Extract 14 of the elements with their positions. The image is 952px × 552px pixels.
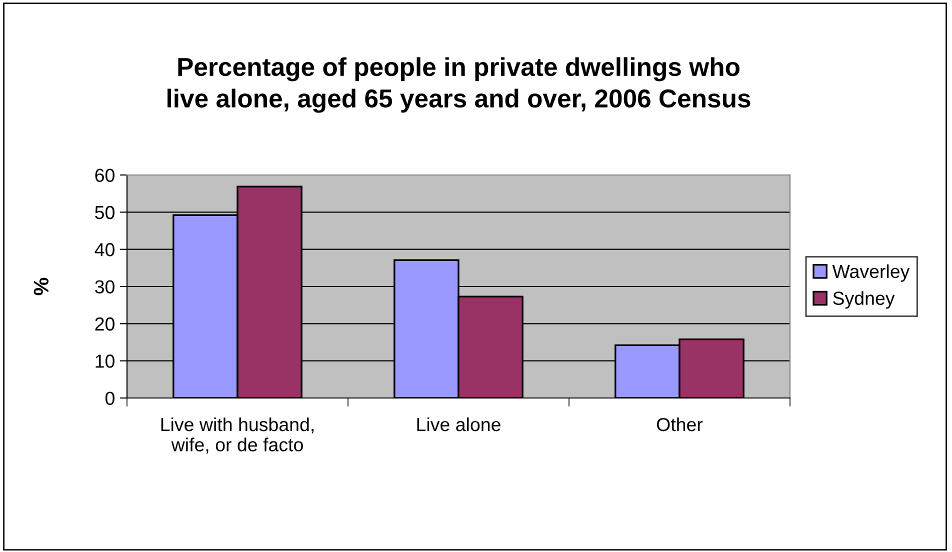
y-tick-label: 40 bbox=[94, 243, 114, 256]
y-tick-label: 50 bbox=[95, 206, 114, 220]
legend-label: Waverley bbox=[832, 264, 910, 282]
y-tick-label: 0 bbox=[106, 392, 114, 405]
y-tick-label: 20 bbox=[95, 317, 114, 331]
chart-title: Percentage of people in private dwellings who live alone, aged 65 years and over, 2006 Census bbox=[168, 57, 750, 113]
x-tick-label: Live alone bbox=[417, 417, 500, 432]
y-tick-label: 30 bbox=[95, 280, 114, 294]
legend-label: Sydney bbox=[833, 291, 895, 309]
y-tick-label: 10 bbox=[96, 354, 114, 368]
x-tick-label: Other bbox=[656, 417, 703, 432]
y-tick-label: 60 bbox=[95, 168, 114, 182]
x-tick-label: Live with husband, wife, or de facto bbox=[161, 417, 314, 454]
y-axis-title: % bbox=[34, 278, 49, 296]
